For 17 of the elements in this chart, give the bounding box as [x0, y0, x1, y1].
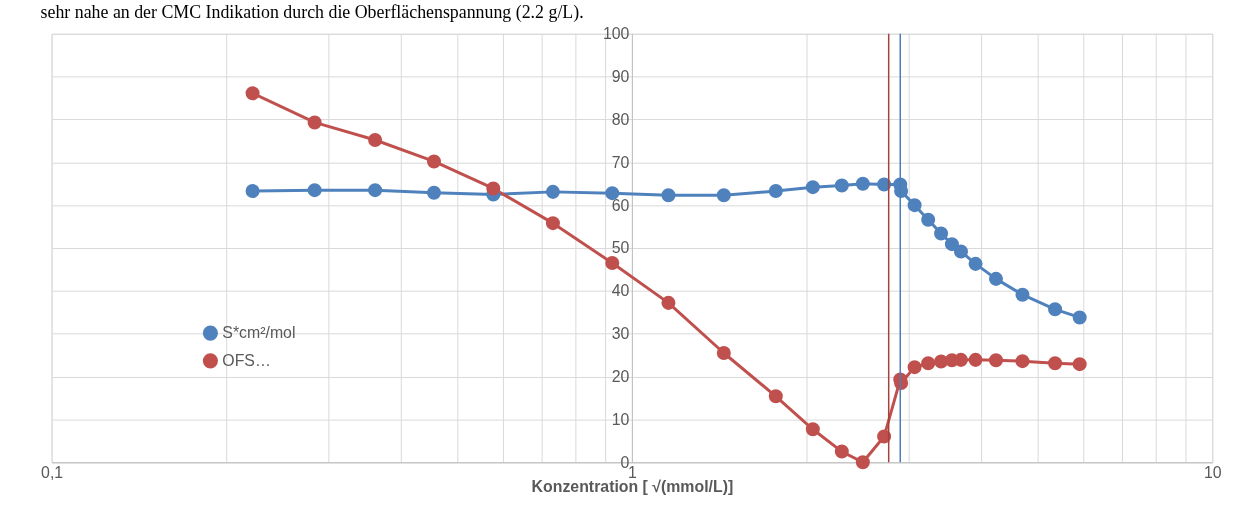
- chart-title: sehr nahe an der CMC Indikation durch die Oberflächenspannung (2.2 g/L).: [40, 1, 584, 23]
- y-tick-label: 70: [611, 153, 630, 171]
- x-tick-label: 0,1: [41, 463, 64, 481]
- x-tick-label: 10: [1203, 463, 1222, 481]
- y-tick-label: 90: [611, 68, 630, 86]
- y-tick-label: 50: [611, 239, 630, 257]
- legend-label: S*cm²/mol: [222, 324, 296, 342]
- y-tick-label: 10: [611, 410, 630, 428]
- y-tick-label: 100: [602, 25, 630, 43]
- y-tick-label: 0: [620, 453, 630, 471]
- legend-label: OFS…: [222, 351, 271, 369]
- y-tick-label: 20: [611, 368, 630, 386]
- y-tick-label: 40: [611, 282, 630, 300]
- x-axis-title: Konzentration [ √(mmol/L)]: [531, 477, 734, 495]
- y-tick-label: 60: [611, 196, 630, 214]
- y-tick-label: 80: [611, 110, 630, 128]
- y-tick-label: 30: [611, 325, 630, 343]
